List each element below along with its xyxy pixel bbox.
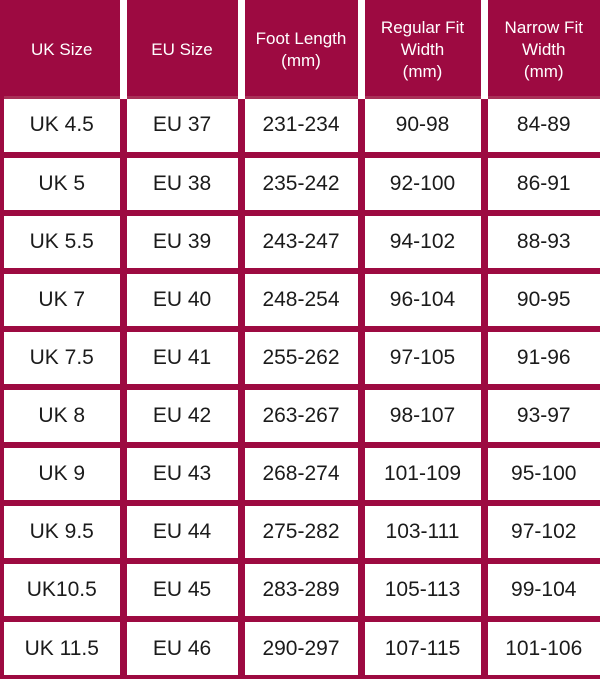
cell-narrow-fit-width: 101-106 <box>480 616 600 679</box>
cell-regular-fit-width: 90-98 <box>357 97 488 158</box>
table-row: UK 5.5 EU 39 243-247 94-102 88-93 <box>0 210 600 274</box>
cell-foot-length: 255-262 <box>237 326 365 390</box>
cell-narrow-fit-width: 93-97 <box>480 384 600 448</box>
cell-foot-length: 283-289 <box>237 558 365 622</box>
cell-foot-length: 268-274 <box>237 442 365 506</box>
cell-regular-fit-width: 92-100 <box>357 152 488 216</box>
column-header-foot-length: Foot Length (mm) <box>237 2 365 99</box>
cell-eu-size: EU 42 <box>119 384 245 448</box>
cell-foot-length: 275-282 <box>237 500 365 564</box>
cell-uk-size: UK 7.5 <box>0 326 127 390</box>
cell-uk-size: UK 8 <box>0 384 127 448</box>
table-row: UK 8 EU 42 263-267 98-107 93-97 <box>0 384 600 448</box>
cell-regular-fit-width: 103-111 <box>357 500 488 564</box>
cell-eu-size: EU 45 <box>119 558 245 622</box>
header-row: UK Size EU Size Foot Length (mm) Regular… <box>2 2 600 99</box>
cell-uk-size: UK 5.5 <box>0 210 127 274</box>
cell-narrow-fit-width: 88-93 <box>480 210 600 274</box>
column-header-narrow-fit-width: Narrow Fit Width (mm) <box>480 2 600 99</box>
cell-uk-size: UK 11.5 <box>0 616 127 679</box>
cell-regular-fit-width: 96-104 <box>357 268 488 332</box>
cell-eu-size: EU 37 <box>119 97 245 158</box>
table-body: UK 4.5 EU 37 231-234 90-98 84-89 UK 5 EU… <box>0 97 600 679</box>
table-row: UK 5 EU 38 235-242 92-100 86-91 <box>0 152 600 216</box>
cell-foot-length: 243-247 <box>237 210 365 274</box>
cell-narrow-fit-width: 99-104 <box>480 558 600 622</box>
table-row: UK 7 EU 40 248-254 96-104 90-95 <box>0 268 600 332</box>
cell-regular-fit-width: 101-109 <box>357 442 488 506</box>
cell-foot-length: 235-242 <box>237 152 365 216</box>
cell-regular-fit-width: 97-105 <box>357 326 488 390</box>
cell-eu-size: EU 40 <box>119 268 245 332</box>
cell-regular-fit-width: 98-107 <box>357 384 488 448</box>
table-row: UK 9.5 EU 44 275-282 103-111 97-102 <box>0 500 600 564</box>
table-row: UK10.5 EU 45 283-289 105-113 99-104 <box>0 558 600 622</box>
table-row: UK 4.5 EU 37 231-234 90-98 84-89 <box>0 97 600 158</box>
cell-narrow-fit-width: 91-96 <box>480 326 600 390</box>
cell-uk-size: UK 4.5 <box>0 97 127 158</box>
cell-eu-size: EU 43 <box>119 442 245 506</box>
cell-eu-size: EU 38 <box>119 152 245 216</box>
cell-foot-length: 263-267 <box>237 384 365 448</box>
table-row: UK 9 EU 43 268-274 101-109 95-100 <box>0 442 600 506</box>
cell-uk-size: UK 9.5 <box>0 500 127 564</box>
table-row: UK 11.5 EU 46 290-297 107-115 101-106 <box>0 616 600 679</box>
cell-regular-fit-width: 105-113 <box>357 558 488 622</box>
cell-narrow-fit-width: 90-95 <box>480 268 600 332</box>
cell-narrow-fit-width: 84-89 <box>480 97 600 158</box>
cell-uk-size: UK 7 <box>0 268 127 332</box>
cell-eu-size: EU 44 <box>119 500 245 564</box>
cell-uk-size: UK10.5 <box>0 558 127 622</box>
cell-eu-size: EU 46 <box>119 616 245 679</box>
cell-foot-length: 290-297 <box>237 616 365 679</box>
table-row: UK 7.5 EU 41 255-262 97-105 91-96 <box>0 326 600 390</box>
cell-regular-fit-width: 107-115 <box>357 616 488 679</box>
cell-eu-size: EU 39 <box>119 210 245 274</box>
cell-uk-size: UK 5 <box>0 152 127 216</box>
column-header-regular-fit-width: Regular Fit Width (mm) <box>357 2 488 99</box>
cell-narrow-fit-width: 97-102 <box>480 500 600 564</box>
cell-foot-length: 231-234 <box>237 97 365 158</box>
cell-foot-length: 248-254 <box>237 268 365 332</box>
column-header-uk-size: UK Size <box>2 2 127 99</box>
cell-uk-size: UK 9 <box>0 442 127 506</box>
cell-narrow-fit-width: 86-91 <box>480 152 600 216</box>
column-header-eu-size: EU Size <box>119 2 245 99</box>
cell-narrow-fit-width: 95-100 <box>480 442 600 506</box>
cell-regular-fit-width: 94-102 <box>357 210 488 274</box>
table-header: UK Size EU Size Foot Length (mm) Regular… <box>2 2 600 99</box>
cell-eu-size: EU 41 <box>119 326 245 390</box>
